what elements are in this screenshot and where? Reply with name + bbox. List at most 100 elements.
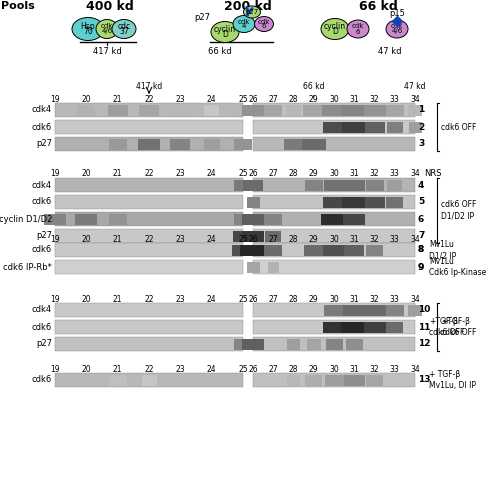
Text: 31: 31 xyxy=(350,294,359,303)
Bar xyxy=(302,138,326,150)
Text: 19: 19 xyxy=(50,364,60,374)
Bar xyxy=(324,180,344,191)
Ellipse shape xyxy=(233,15,255,32)
Text: 47 kd: 47 kd xyxy=(404,82,426,91)
Text: 34: 34 xyxy=(410,364,420,374)
Bar xyxy=(386,321,403,333)
Text: 20: 20 xyxy=(82,364,91,374)
Bar xyxy=(234,338,252,349)
Text: 20: 20 xyxy=(82,94,91,104)
Bar xyxy=(343,180,365,191)
Text: 8: 8 xyxy=(418,245,424,255)
Text: 30: 30 xyxy=(329,364,339,374)
Text: 22: 22 xyxy=(144,94,154,104)
Text: p27: p27 xyxy=(36,139,52,149)
Text: cyclin: cyclin xyxy=(214,25,236,34)
Text: cdk6: cdk6 xyxy=(32,322,52,332)
Bar xyxy=(287,338,300,349)
Bar xyxy=(287,375,300,385)
Bar xyxy=(323,121,345,133)
Text: 23: 23 xyxy=(176,364,185,374)
Text: 21: 21 xyxy=(113,169,122,179)
Text: cdk6 OFF: cdk6 OFF xyxy=(441,122,476,132)
Bar xyxy=(55,195,243,209)
Bar xyxy=(303,105,325,116)
Text: Hsp: Hsp xyxy=(80,22,96,31)
Text: cdk6: cdk6 xyxy=(32,245,52,255)
Text: 37: 37 xyxy=(119,27,129,36)
Text: + TGF-β
Mv1Lu, DI IP: + TGF-β Mv1Lu, DI IP xyxy=(429,370,476,390)
Bar xyxy=(264,105,282,116)
Bar xyxy=(108,105,128,116)
Text: 26: 26 xyxy=(248,169,258,179)
Bar xyxy=(55,212,243,226)
Text: 4: 4 xyxy=(418,181,424,190)
Text: 417 kd: 417 kd xyxy=(92,47,122,56)
Text: 417 kd: 417 kd xyxy=(136,82,162,91)
Text: cdk4: cdk4 xyxy=(32,305,52,315)
Text: 19: 19 xyxy=(50,94,60,104)
Bar xyxy=(344,244,364,256)
Bar xyxy=(386,105,404,116)
Bar xyxy=(55,303,243,317)
Bar xyxy=(108,138,126,150)
Text: 9: 9 xyxy=(418,262,424,272)
Text: 30: 30 xyxy=(329,235,339,243)
Ellipse shape xyxy=(254,16,274,31)
Text: 28: 28 xyxy=(289,94,298,104)
Ellipse shape xyxy=(321,18,349,40)
Text: D: D xyxy=(222,30,228,39)
Text: 19: 19 xyxy=(50,235,60,243)
Text: 20: 20 xyxy=(82,294,91,303)
Bar xyxy=(233,230,253,242)
Text: 31: 31 xyxy=(350,94,359,104)
Bar xyxy=(78,375,96,385)
Bar xyxy=(364,321,386,333)
Text: 21: 21 xyxy=(113,235,122,243)
Text: 31: 31 xyxy=(350,169,359,179)
Bar xyxy=(326,338,342,349)
Bar xyxy=(240,244,266,256)
Bar xyxy=(386,197,403,208)
Text: 29: 29 xyxy=(309,364,318,374)
Text: 26: 26 xyxy=(248,294,258,303)
Text: 23: 23 xyxy=(176,235,185,243)
Ellipse shape xyxy=(72,17,104,41)
Bar xyxy=(323,197,345,208)
Bar xyxy=(253,120,415,134)
Text: 25: 25 xyxy=(238,169,248,179)
Text: 22: 22 xyxy=(144,294,154,303)
Bar xyxy=(366,375,383,385)
Text: cdk6: cdk6 xyxy=(32,197,52,207)
Bar xyxy=(286,105,301,116)
Bar xyxy=(234,180,252,191)
Text: 33: 33 xyxy=(390,364,400,374)
Bar xyxy=(253,137,415,151)
Text: 12: 12 xyxy=(418,339,430,348)
Text: 66 kd: 66 kd xyxy=(358,0,398,13)
Text: Mv1Lu
D1/2 IP: Mv1Lu D1/2 IP xyxy=(429,240,456,260)
Bar xyxy=(232,244,254,256)
Text: 47 kd: 47 kd xyxy=(378,47,402,56)
Text: cdc: cdc xyxy=(118,22,130,31)
Bar xyxy=(253,320,415,334)
Text: 21: 21 xyxy=(113,364,122,374)
Bar xyxy=(242,213,264,225)
Bar xyxy=(142,375,156,385)
Text: cdk6: cdk6 xyxy=(32,376,52,384)
Bar xyxy=(342,105,366,116)
Text: 26: 26 xyxy=(248,364,258,374)
Text: 32: 32 xyxy=(370,235,380,243)
Bar xyxy=(138,138,160,150)
Text: cdk: cdk xyxy=(238,18,250,25)
Text: cdk6 IP-Rb*: cdk6 IP-Rb* xyxy=(3,262,52,272)
Ellipse shape xyxy=(112,19,136,39)
Text: 24: 24 xyxy=(207,235,216,243)
Text: 33: 33 xyxy=(390,94,400,104)
Text: 2: 2 xyxy=(418,122,424,132)
Text: 28: 28 xyxy=(289,235,298,243)
Bar xyxy=(364,105,386,116)
Text: 19: 19 xyxy=(50,294,60,303)
Text: 400 kd: 400 kd xyxy=(86,0,134,13)
Text: 31: 31 xyxy=(350,235,359,243)
